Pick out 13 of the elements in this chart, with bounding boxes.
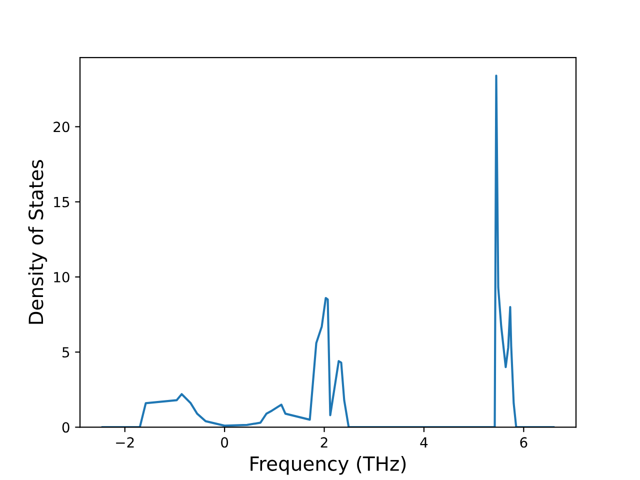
y-tick-label: 0 (62, 422, 70, 433)
y-tick-label: 15 (54, 196, 70, 208)
y-tick-label: 20 (54, 122, 70, 132)
x-tick-label: −2 (116, 437, 134, 448)
x-tick-label: 0 (221, 437, 228, 448)
x-tick-label: 6 (520, 437, 528, 448)
y-axis-title: Density of States (28, 160, 48, 324)
line-series (101, 74, 555, 428)
x-axis-title: Frequency (THz) (250, 456, 406, 475)
y-tick-label: 10 (54, 272, 70, 282)
x-tick-label: 2 (320, 437, 328, 448)
x-tick-label: 4 (420, 437, 428, 448)
y-tick-label: 5 (62, 347, 70, 358)
